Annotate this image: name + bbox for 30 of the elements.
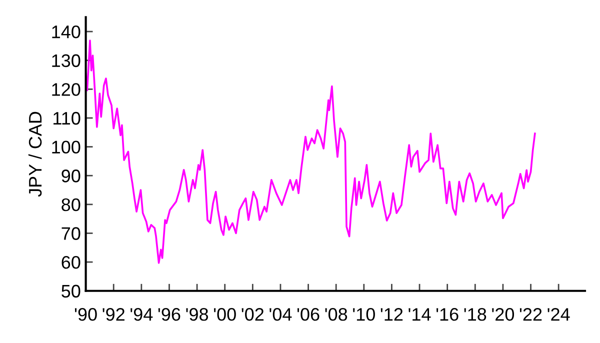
- x-tick-label: '12: [380, 308, 403, 321]
- line-series: [86, 40, 536, 264]
- x-tick-label: '92: [102, 308, 124, 321]
- x-tick-label: '90: [74, 308, 97, 321]
- x-tick-label: '18: [464, 308, 486, 321]
- x-tick-label: '04: [270, 308, 292, 321]
- x-tick-label: '96: [158, 308, 180, 321]
- y-tick-label: 140: [52, 25, 80, 38]
- y-tick-label: 80: [62, 198, 80, 212]
- x-tick-label: '02: [242, 308, 264, 321]
- y-tick-label: 90: [62, 170, 80, 182]
- y-tick-label: 50: [62, 284, 80, 298]
- y-tick-label: 130: [52, 54, 80, 68]
- x-tick-label: '10: [353, 308, 375, 321]
- y-tick-label: 110: [54, 112, 80, 125]
- y-tick-label: 60: [62, 256, 80, 269]
- x-tick-label: '20: [492, 308, 514, 321]
- y-tick-label: 70: [62, 227, 80, 240]
- x-tick-label: '06: [297, 308, 320, 321]
- x-tick-label: '98: [186, 308, 208, 321]
- y-tick-label: 120: [52, 83, 80, 96]
- x-tick-label: '00: [214, 308, 236, 321]
- x-tick-label: '22: [520, 308, 542, 321]
- x-tick-label: '24: [548, 308, 570, 321]
- x-tick-label: '08: [325, 308, 348, 321]
- x-tick-label: '16: [436, 308, 458, 321]
- y-tick-label: 100: [52, 140, 80, 154]
- x-tick-label: '14: [408, 308, 431, 321]
- y-axis-title: JPY / CAD: [28, 112, 42, 197]
- x-tick-label: '94: [130, 308, 153, 321]
